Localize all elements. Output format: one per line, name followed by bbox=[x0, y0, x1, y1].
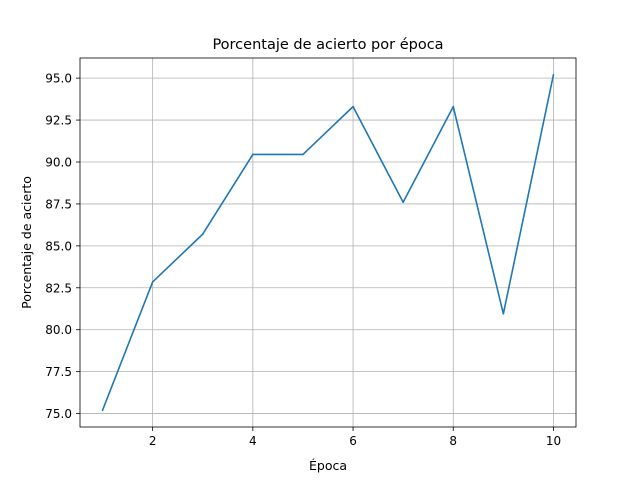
data-point bbox=[502, 312, 505, 315]
x-tick-label: 10 bbox=[546, 434, 561, 448]
data-point bbox=[352, 105, 354, 108]
x-axis-ticks: 2 4 6 8 10 bbox=[149, 427, 561, 448]
y-axis-ticks: 75.0 77.5 80.0 82.5 85.0 87.5 90.0 92.5 95.0 bbox=[45, 72, 80, 421]
y-tick-label: 85.0 bbox=[45, 239, 72, 253]
y-axis-label: Porcentaje de acierto bbox=[19, 176, 34, 309]
x-tick-label: 8 bbox=[449, 434, 457, 448]
data-point bbox=[302, 153, 304, 156]
y-tick-label: 95.0 bbox=[45, 72, 72, 86]
grid-lines bbox=[80, 58, 576, 427]
y-tick-label: 77.5 bbox=[45, 365, 72, 379]
data-point bbox=[151, 281, 154, 283]
y-tick-label: 90.0 bbox=[45, 155, 72, 169]
chart-title: Porcentaje de acierto por época bbox=[212, 37, 443, 53]
data-point bbox=[452, 105, 455, 108]
y-tick-label: 92.5 bbox=[45, 114, 72, 128]
y-tick-label: 87.5 bbox=[45, 197, 72, 211]
data-point bbox=[201, 233, 204, 235]
data-point bbox=[402, 201, 404, 204]
data-point bbox=[252, 153, 254, 156]
y-tick-label: 82.5 bbox=[45, 281, 72, 295]
data-point bbox=[101, 409, 104, 412]
y-tick-label: 75.0 bbox=[45, 407, 72, 421]
x-axis-label: Época bbox=[309, 458, 347, 473]
x-tick-label: 6 bbox=[349, 434, 357, 448]
series-layer bbox=[101, 73, 555, 412]
series-line bbox=[101, 74, 555, 411]
x-tick-label: 4 bbox=[249, 434, 257, 448]
plot-frame bbox=[79, 57, 577, 428]
data-point bbox=[552, 73, 555, 76]
x-tick-label: 2 bbox=[149, 434, 157, 448]
y-tick-label: 80.0 bbox=[45, 323, 72, 337]
